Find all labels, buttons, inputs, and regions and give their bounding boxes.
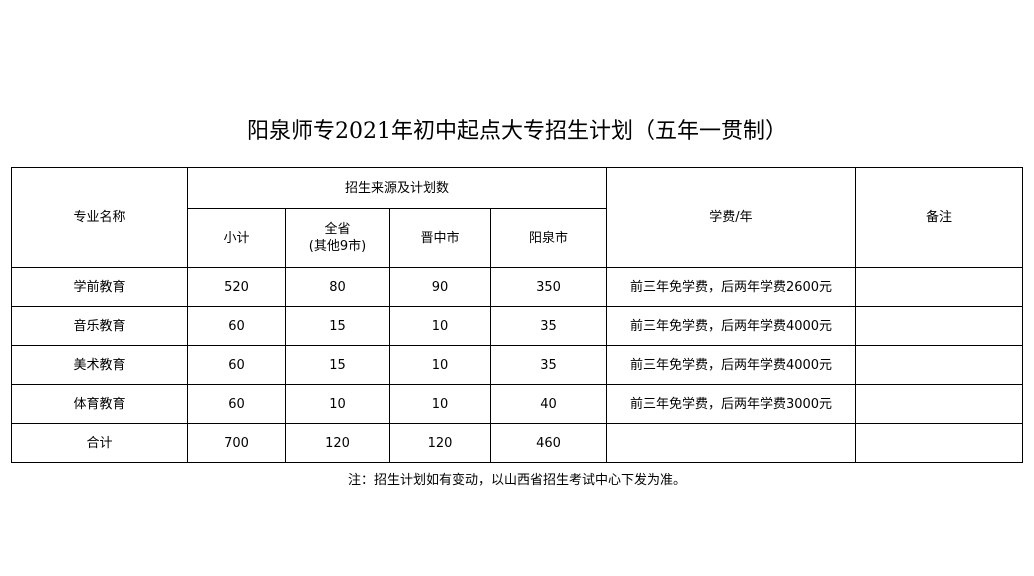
footnote: 注：招生计划如有变动，以山西省招生考试中心下发为准。 <box>347 473 686 488</box>
cell-jinzhong: 10 <box>389 306 491 346</box>
header-tuition: 学费/年 <box>606 167 856 268</box>
cell-major: 学前教育 <box>11 267 188 307</box>
page-title: 阳泉师专2021年初中起点大专招生计划（五年一贯制） <box>247 119 787 144</box>
header-province-sub: (其他9市) <box>308 239 367 254</box>
table-row: 学前教育 520 80 90 350 前三年免学费，后两年学费2600元 <box>11 267 1023 307</box>
cell-subtotal: 700 <box>187 423 286 463</box>
table-row: 音乐教育 60 15 10 35 前三年免学费，后两年学费4000元 <box>11 306 1023 346</box>
cell-remarks <box>855 384 1023 424</box>
cell-yangquan: 350 <box>490 267 607 307</box>
cell-major: 美术教育 <box>11 345 188 385</box>
cell-yangquan: 35 <box>490 306 607 346</box>
cell-jinzhong: 10 <box>389 345 491 385</box>
cell-jinzhong: 120 <box>389 423 491 463</box>
table-row: 体育教育 60 10 10 40 前三年免学费，后两年学费3000元 <box>11 384 1023 424</box>
table-row: 美术教育 60 15 10 35 前三年免学费，后两年学费4000元 <box>11 345 1023 385</box>
cell-subtotal: 520 <box>187 267 286 307</box>
header-yangquan: 阳泉市 <box>490 208 607 268</box>
cell-subtotal: 60 <box>187 306 286 346</box>
cell-remarks <box>855 423 1023 463</box>
cell-yangquan: 35 <box>490 345 607 385</box>
cell-jinzhong: 90 <box>389 267 491 307</box>
cell-yangquan: 460 <box>490 423 607 463</box>
cell-province: 10 <box>285 384 390 424</box>
cell-tuition: 前三年免学费，后两年学费3000元 <box>606 384 856 424</box>
table-row: 合计 700 120 120 460 <box>11 423 1023 463</box>
cell-province: 80 <box>285 267 390 307</box>
cell-province: 120 <box>285 423 390 463</box>
cell-tuition <box>606 423 856 463</box>
cell-remarks <box>855 306 1023 346</box>
cell-major: 合计 <box>11 423 188 463</box>
enrollment-plan-table: 专业名称 招生来源及计划数 学费/年 备注 小计 全省 (其他9市) 晋中市 阳泉… <box>11 167 1023 463</box>
cell-province: 15 <box>285 306 390 346</box>
header-source-group: 招生来源及计划数 <box>187 167 607 209</box>
header-remarks: 备注 <box>855 167 1023 268</box>
header-row: 专业名称 招生来源及计划数 学费/年 备注 <box>11 167 1023 268</box>
cell-remarks <box>855 345 1023 385</box>
header-province-label: 全省 <box>324 222 351 237</box>
header-subtotal: 小计 <box>187 208 286 268</box>
cell-remarks <box>855 267 1023 307</box>
cell-subtotal: 60 <box>187 345 286 385</box>
cell-tuition: 前三年免学费，后两年学费2600元 <box>606 267 856 307</box>
header-major: 专业名称 <box>11 167 188 268</box>
cell-major: 音乐教育 <box>11 306 188 346</box>
cell-tuition: 前三年免学费，后两年学费4000元 <box>606 306 856 346</box>
cell-jinzhong: 10 <box>389 384 491 424</box>
cell-subtotal: 60 <box>187 384 286 424</box>
header-jinzhong: 晋中市 <box>389 208 491 268</box>
header-province: 全省 (其他9市) <box>285 208 390 268</box>
cell-tuition: 前三年免学费，后两年学费4000元 <box>606 345 856 385</box>
cell-major: 体育教育 <box>11 384 188 424</box>
subheader-row: 小计 全省 (其他9市) 晋中市 阳泉市 <box>12 208 1023 268</box>
cell-province: 15 <box>285 345 390 385</box>
cell-yangquan: 40 <box>490 384 607 424</box>
